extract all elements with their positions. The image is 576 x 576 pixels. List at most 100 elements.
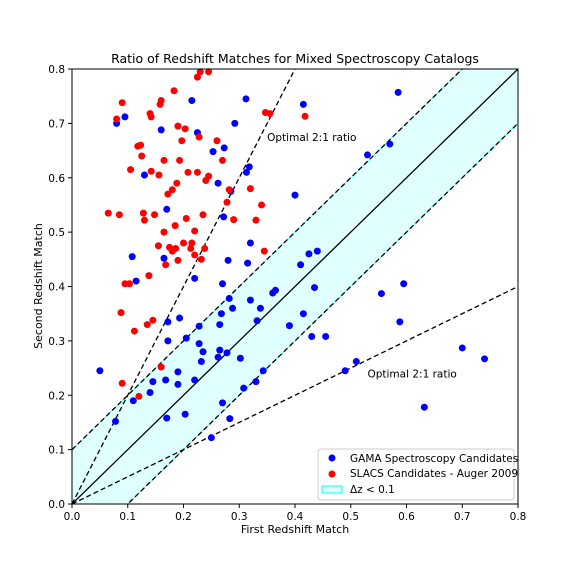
data-point-series-0 [129, 397, 137, 405]
data-point-series-1 [223, 198, 231, 206]
data-point-series-0 [246, 296, 254, 304]
data-point-series-1 [135, 392, 143, 400]
data-point-series-1 [155, 171, 163, 179]
data-point-series-1 [173, 179, 181, 187]
data-point-series-0 [386, 140, 394, 148]
data-point-series-1 [181, 125, 189, 133]
data-point-series-0 [225, 294, 233, 302]
data-point-series-1 [182, 215, 190, 223]
data-point-series-0 [220, 213, 228, 221]
x-tick-label: 0.1 [119, 511, 136, 523]
y-tick-label: 0.7 [48, 118, 65, 130]
data-point-series-0 [481, 355, 489, 363]
data-point-series-1 [230, 216, 238, 224]
data-point-series-1 [104, 209, 112, 217]
reference-line-0 [72, 69, 518, 504]
data-point-series-0 [299, 100, 307, 108]
annotations: Optimal 2:1 ratio Optimal 2:1 ratio [267, 132, 457, 381]
data-point-series-0 [377, 290, 385, 298]
data-point-series-0 [242, 168, 250, 176]
data-point-series-0 [322, 333, 330, 341]
data-point-series-0 [297, 261, 305, 269]
data-point-series-0 [157, 126, 165, 134]
data-point-series-0 [162, 376, 170, 384]
data-point-series-1 [118, 99, 126, 107]
x-tick-label: 0.7 [454, 511, 471, 523]
data-point-series-1 [118, 379, 126, 387]
data-point-series-0 [396, 318, 404, 326]
data-point-series-0 [149, 378, 157, 386]
legend-swatch-band [321, 485, 343, 494]
data-point-series-0 [182, 334, 190, 342]
data-point-series-1 [151, 211, 159, 219]
x-tick-label: 0.2 [175, 511, 192, 523]
data-point-series-1 [178, 137, 186, 145]
data-point-series-1 [137, 141, 145, 149]
data-point-series-0 [256, 304, 264, 312]
data-point-series-1 [193, 168, 201, 176]
y-axis-label: Second Redshift Match [32, 223, 45, 349]
x-tick-label: 0.5 [342, 511, 359, 523]
data-point-series-1 [172, 244, 180, 252]
data-point-series-0 [195, 322, 203, 330]
data-point-series-1 [147, 167, 155, 175]
reference-line-4 [72, 285, 518, 504]
data-point-series-0 [420, 403, 428, 411]
chart-title: Ratio of Redshift Matches for Mixed Spec… [111, 51, 479, 66]
data-point-series-1 [201, 244, 209, 252]
data-point-series-0 [163, 205, 171, 213]
data-point-series-1 [191, 251, 199, 259]
data-point-series-0 [236, 354, 244, 362]
x-tick-label: 0.8 [510, 511, 527, 523]
x-tick-label: 0.3 [231, 511, 248, 523]
data-point-series-0 [229, 304, 237, 312]
data-point-series-1 [143, 321, 151, 329]
data-point-series-1 [130, 327, 138, 335]
data-point-series-0 [311, 284, 319, 292]
data-point-series-0 [191, 376, 199, 384]
data-point-series-1 [191, 227, 199, 235]
legend-label-slacs: SLACS Candidates - Auger 2009 [350, 468, 518, 480]
data-point-series-1 [197, 255, 205, 263]
data-point-series-1 [174, 256, 182, 264]
legend-marker-gama [328, 454, 336, 462]
data-point-series-1 [193, 73, 201, 81]
data-point-series-1 [205, 172, 213, 180]
data-point-series-0 [164, 337, 172, 345]
data-point-series-0 [242, 95, 250, 103]
data-point-series-1 [115, 211, 123, 219]
data-point-series-0 [291, 191, 299, 199]
data-point-series-0 [245, 163, 253, 171]
data-points [96, 68, 489, 442]
x-tick-label: 0.4 [287, 511, 304, 523]
data-point-series-0 [458, 344, 466, 352]
data-point-series-1 [180, 239, 187, 247]
data-point-series-0 [299, 310, 307, 318]
data-point-series-0 [121, 113, 129, 121]
data-point-series-0 [220, 144, 228, 152]
data-point-series-1 [117, 309, 125, 317]
data-point-series-1 [170, 87, 178, 95]
data-point-series-0 [96, 367, 104, 375]
data-point-series-1 [219, 156, 227, 164]
x-tick-label: 0.6 [398, 511, 415, 523]
data-point-series-0 [195, 340, 203, 348]
data-point-series-0 [394, 88, 402, 96]
data-point-series-0 [400, 280, 408, 288]
data-point-series-1 [139, 209, 147, 217]
data-point-series-1 [199, 211, 207, 219]
data-point-series-1 [160, 156, 168, 164]
data-point-series-0 [111, 417, 119, 425]
data-point-series-0 [174, 380, 182, 388]
data-point-series-1 [162, 261, 170, 269]
y-axis-ticks: 0.0 0.1 0.2 0.3 0.4 0.5 0.6 0.7 0.8 [48, 64, 72, 511]
data-point-series-1 [160, 228, 168, 236]
data-point-series-1 [154, 242, 162, 250]
data-point-series-1 [157, 363, 165, 371]
data-point-series-0 [259, 367, 267, 375]
data-point-series-0 [191, 274, 199, 282]
legend: GAMA Spectroscopy Candidates SLACS Candi… [317, 448, 518, 501]
data-point-series-1 [187, 244, 195, 252]
data-point-series-1 [195, 133, 203, 141]
data-point-series-0 [163, 414, 171, 422]
